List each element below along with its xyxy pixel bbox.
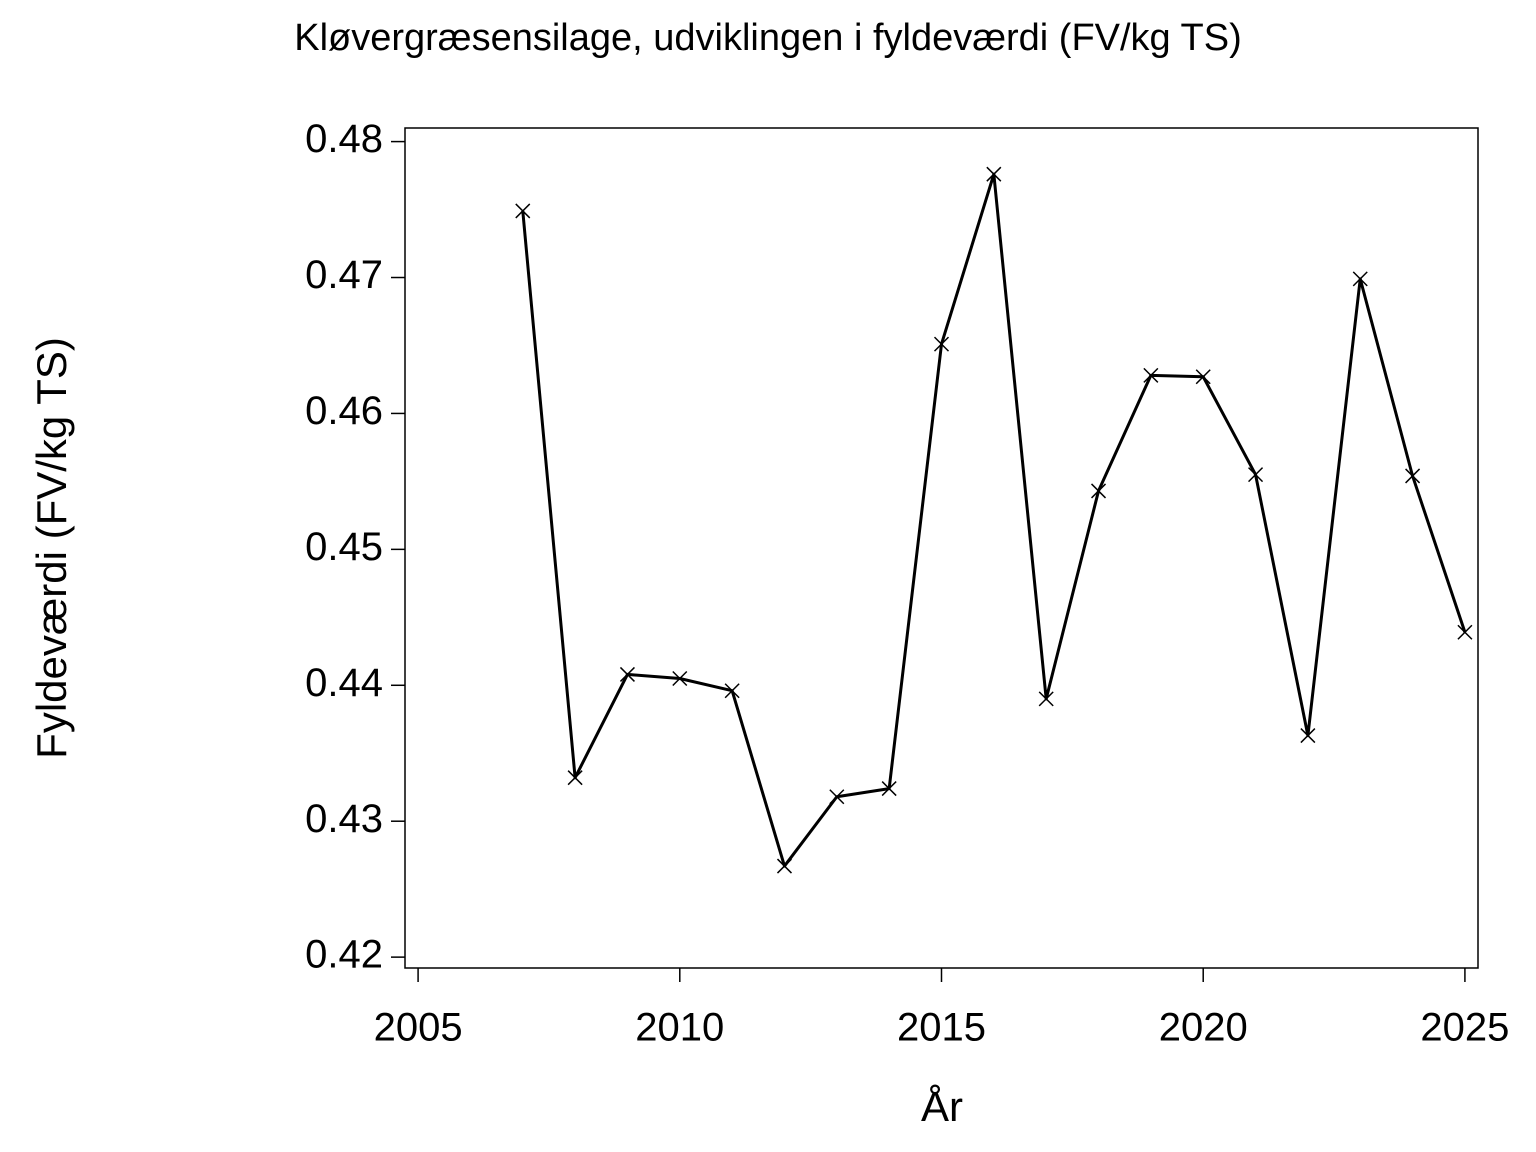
y-tick-label: 0.48 <box>305 117 383 161</box>
chart-title: Kløvergræsensilage, udviklingen i fyldev… <box>294 17 1242 59</box>
point-marker <box>567 770 583 786</box>
point-marker <box>1352 271 1368 287</box>
y-tick-label: 0.42 <box>305 933 383 977</box>
point-marker <box>1300 728 1316 744</box>
point-marker <box>1457 624 1473 640</box>
point-marker <box>1195 369 1211 385</box>
point-marker <box>776 858 793 874</box>
point-marker <box>829 789 845 805</box>
x-tick-label: 2005 <box>374 1006 463 1050</box>
point-marker <box>1405 468 1421 484</box>
x-axis-label: År <box>921 1083 963 1130</box>
point-marker <box>515 203 531 219</box>
x-tick-label: 2020 <box>1159 1006 1248 1050</box>
x-tick-label: 2010 <box>635 1006 724 1050</box>
point-marker <box>1143 367 1159 383</box>
point-marker <box>986 166 1002 182</box>
x-tick-label: 2015 <box>897 1006 986 1050</box>
point-marker <box>1038 691 1054 707</box>
y-tick-label: 0.43 <box>305 797 383 841</box>
plot-frame <box>404 127 1479 969</box>
y-tick-label: 0.44 <box>305 661 383 705</box>
y-axis-label: Fyldeværdi (FV/kg TS) <box>28 337 75 759</box>
point-marker <box>672 670 688 687</box>
point-marker <box>724 683 740 699</box>
point-marker <box>619 666 635 682</box>
point-marker <box>1090 483 1107 499</box>
series-line <box>521 172 1467 868</box>
x-tick-label: 2025 <box>1420 1006 1509 1050</box>
point-marker <box>933 336 950 352</box>
y-tick-label: 0.47 <box>305 253 383 297</box>
point-marker <box>881 781 897 797</box>
y-tick-label: 0.46 <box>305 389 383 433</box>
y-tick-label: 0.45 <box>305 525 383 569</box>
point-marker <box>1248 467 1264 483</box>
